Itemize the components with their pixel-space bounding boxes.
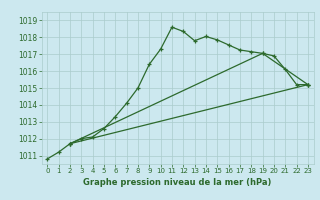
X-axis label: Graphe pression niveau de la mer (hPa): Graphe pression niveau de la mer (hPa) [84,178,272,187]
